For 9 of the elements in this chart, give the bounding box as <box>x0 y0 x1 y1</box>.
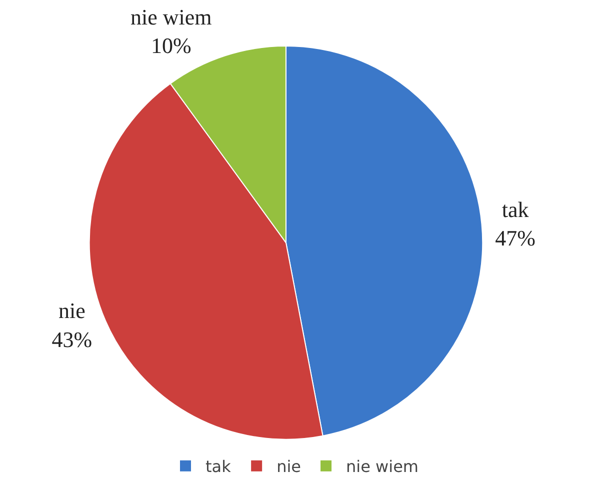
legend-label: tak <box>206 457 232 476</box>
slice-label: nie wiem <box>130 4 212 30</box>
data-label: 43% <box>52 326 92 352</box>
slice-label: tak <box>502 197 529 222</box>
data-label: 10% <box>151 33 192 58</box>
legend-label: nie <box>276 457 302 476</box>
slice-label: nie <box>58 298 86 324</box>
legend-label: nie wiem <box>346 457 418 476</box>
data-label: 47% <box>495 226 536 251</box>
